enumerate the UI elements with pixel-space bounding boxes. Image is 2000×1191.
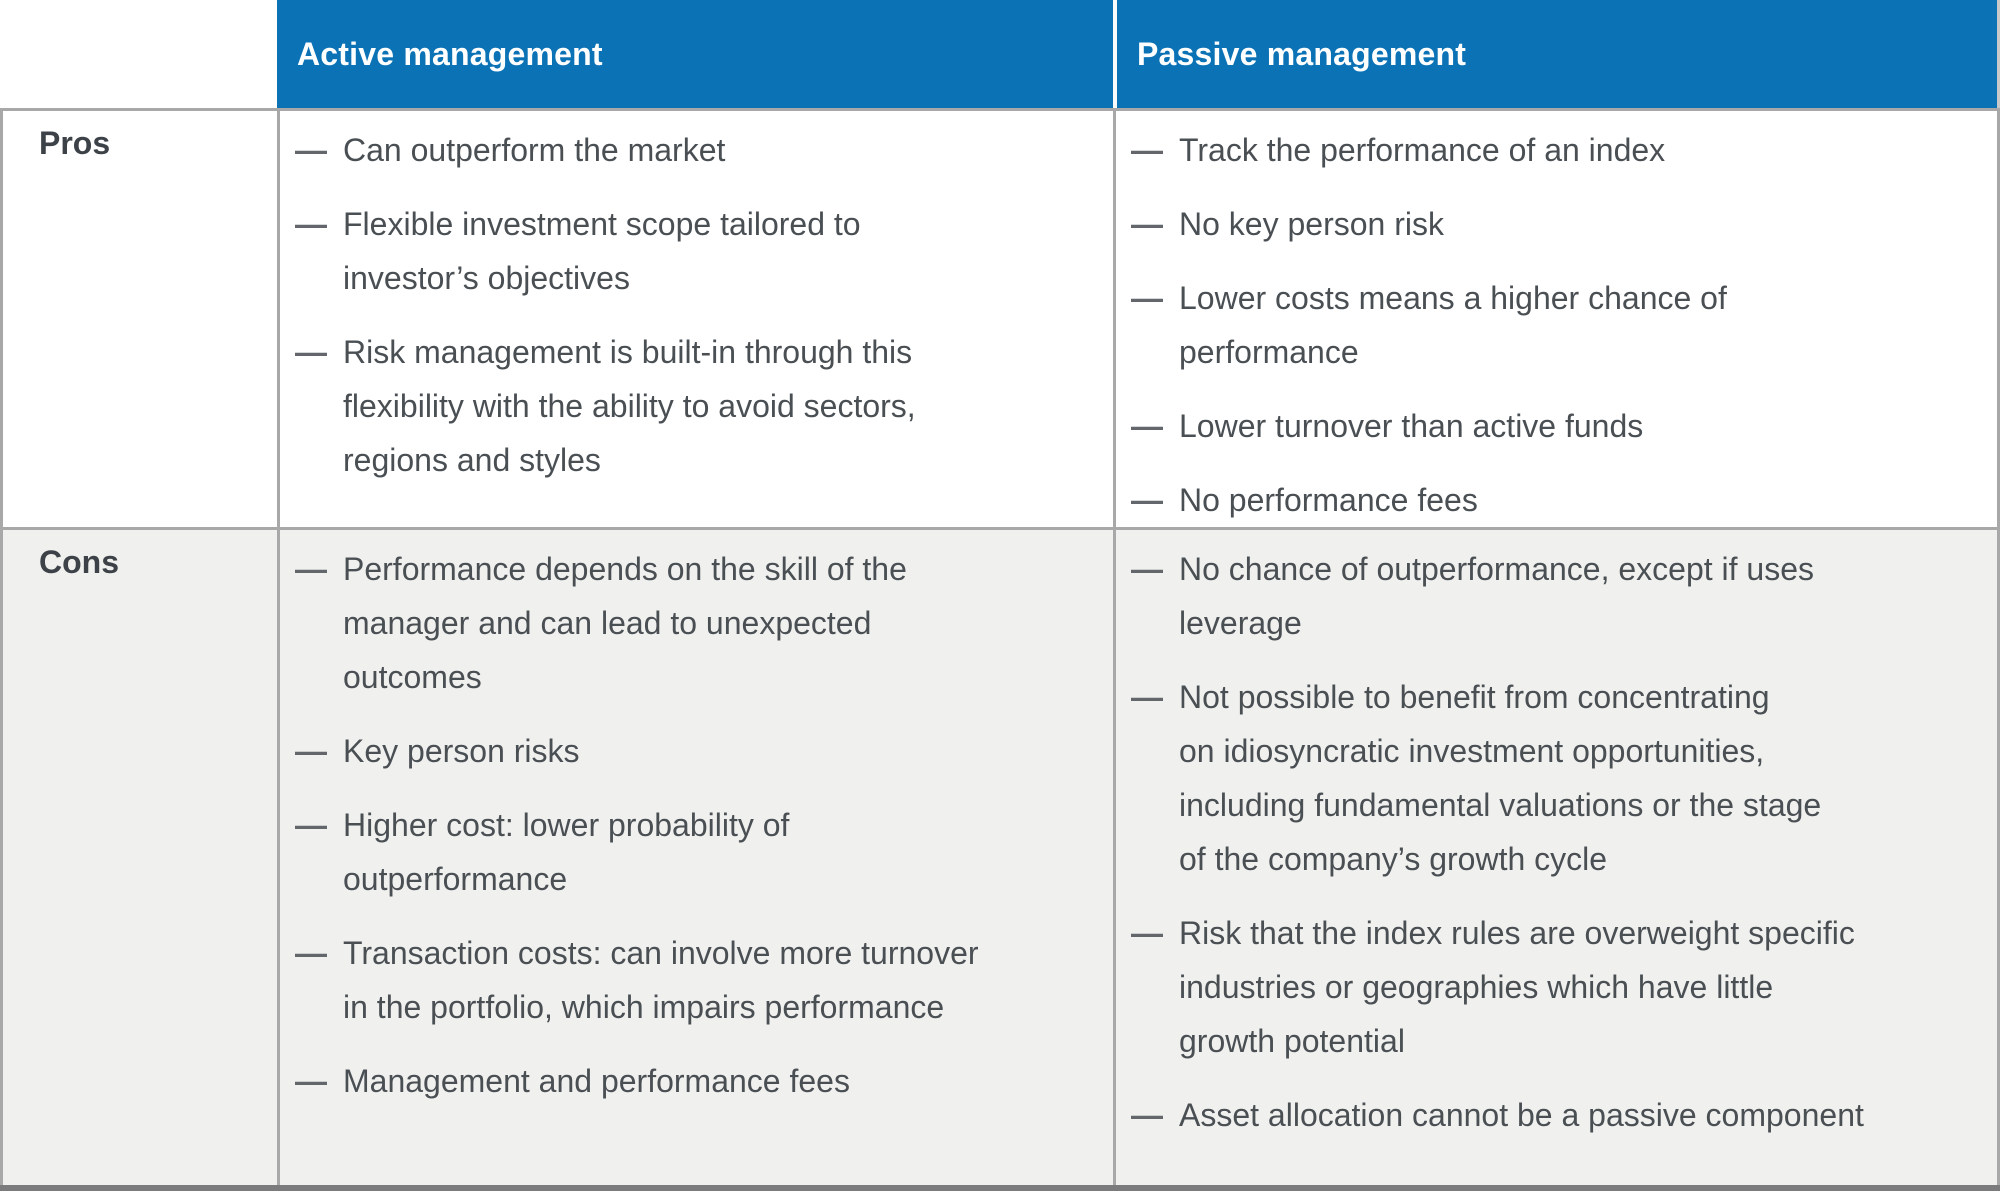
column-header-active: Active management	[277, 0, 1113, 108]
bullet-dash: —	[1131, 1097, 1163, 1133]
bullet-text: Can outperform the market	[343, 132, 726, 168]
bullet-item: — No key person risk	[1116, 197, 1969, 251]
bullet-text: Higher cost: lower probability of outper…	[343, 807, 790, 897]
bullet-item: — Transaction costs: can involve more tur…	[280, 926, 1085, 1034]
bullet-dash: —	[295, 1063, 327, 1099]
bullet-text: No key person risk	[1179, 206, 1444, 242]
bullet-item: — No performance fees	[1116, 473, 1969, 527]
bullet-text: Risk management is built-in through this…	[343, 334, 916, 478]
bullet-text: Key person risks	[343, 733, 580, 769]
bullet-item: — Track the performance of an index	[1116, 123, 1969, 177]
bullet-item: — Performance depends on the skill of the…	[280, 542, 1085, 704]
bullet-text: No performance fees	[1179, 482, 1478, 518]
bullet-text: No chance of outperformance, except if u…	[1179, 551, 1815, 641]
bullet-item: — Lower turnover than active funds	[1116, 399, 1969, 453]
bullet-dash: —	[1131, 206, 1163, 242]
bullet-text: Management and performance fees	[343, 1063, 850, 1099]
bullet-item: — Risk management is built-in through thi…	[280, 325, 1085, 487]
bullet-dash: —	[1131, 482, 1163, 518]
bullet-text: Track the performance of an index	[1179, 132, 1666, 168]
cell-pros-passive: — Track the performance of an index — No ke…	[1113, 108, 2000, 527]
corner-cell	[0, 0, 277, 108]
bullet-dash: —	[295, 132, 327, 168]
cell-pros-active: — Can outperform the market — Flexible inve…	[277, 108, 1113, 527]
bullet-dash: —	[295, 733, 327, 769]
bullet-item: — Lower costs means a higher chance of pe…	[1116, 271, 1969, 379]
bullet-item: — Risk that the index rules are overweigh…	[1116, 906, 1969, 1068]
bullet-dash: —	[1131, 132, 1163, 168]
bullet-item: — Can outperform the market	[280, 123, 1085, 177]
bullet-text: Performance depends on the skill of the …	[343, 551, 907, 695]
bullet-dash: —	[295, 206, 327, 242]
bullet-dash: —	[1131, 408, 1163, 444]
bullet-text: Transaction costs: can involve more turn…	[343, 935, 979, 1025]
bullet-item: — Management and performance fees	[280, 1054, 1085, 1108]
bullet-text: Lower costs means a higher chance of per…	[1179, 280, 1727, 370]
cell-cons-active: — Performance depends on the skill of the…	[277, 527, 1113, 1185]
bullet-text: Lower turnover than active funds	[1179, 408, 1644, 444]
row-label-pros-text: Pros	[39, 125, 111, 161]
bullet-dash: —	[1131, 915, 1163, 951]
bullet-dash: —	[1131, 679, 1163, 715]
bullet-item: — Asset allocation cannot be a passive co…	[1116, 1088, 1969, 1142]
row-label-pros: Pros	[0, 108, 277, 527]
bullet-item: — Higher cost: lower probability of outpe…	[280, 798, 1085, 906]
bullet-dash: —	[295, 551, 327, 587]
bullet-dash: —	[1131, 280, 1163, 316]
bullet-text: Flexible investment scope tailored to in…	[343, 206, 861, 296]
bullet-item: — Not possible to benefit from concentrat…	[1116, 670, 1969, 886]
bullet-item: — Flexible investment scope tailored to i…	[280, 197, 1085, 305]
bullet-text: Asset allocation cannot be a passive com…	[1179, 1097, 1864, 1133]
row-label-cons-text: Cons	[39, 544, 119, 580]
column-header-passive-label: Passive management	[1137, 35, 1467, 72]
cell-cons-passive: — No chance of outperformance, except if …	[1113, 527, 2000, 1185]
bullet-dash: —	[295, 935, 327, 971]
bullet-text: Risk that the index rules are overweight…	[1179, 915, 1855, 1059]
bullet-dash: —	[295, 807, 327, 843]
bullet-item: — No chance of outperformance, except if …	[1116, 542, 1969, 650]
bullet-dash: —	[1131, 551, 1163, 587]
bullet-dash: —	[295, 334, 327, 370]
bullet-item: — Key person risks	[280, 724, 1085, 778]
bullet-text: Not possible to benefit from concentrati…	[1179, 679, 1822, 877]
column-header-active-label: Active management	[297, 35, 603, 72]
column-header-passive: Passive management	[1113, 0, 2000, 108]
row-label-cons: Cons	[0, 527, 277, 1185]
